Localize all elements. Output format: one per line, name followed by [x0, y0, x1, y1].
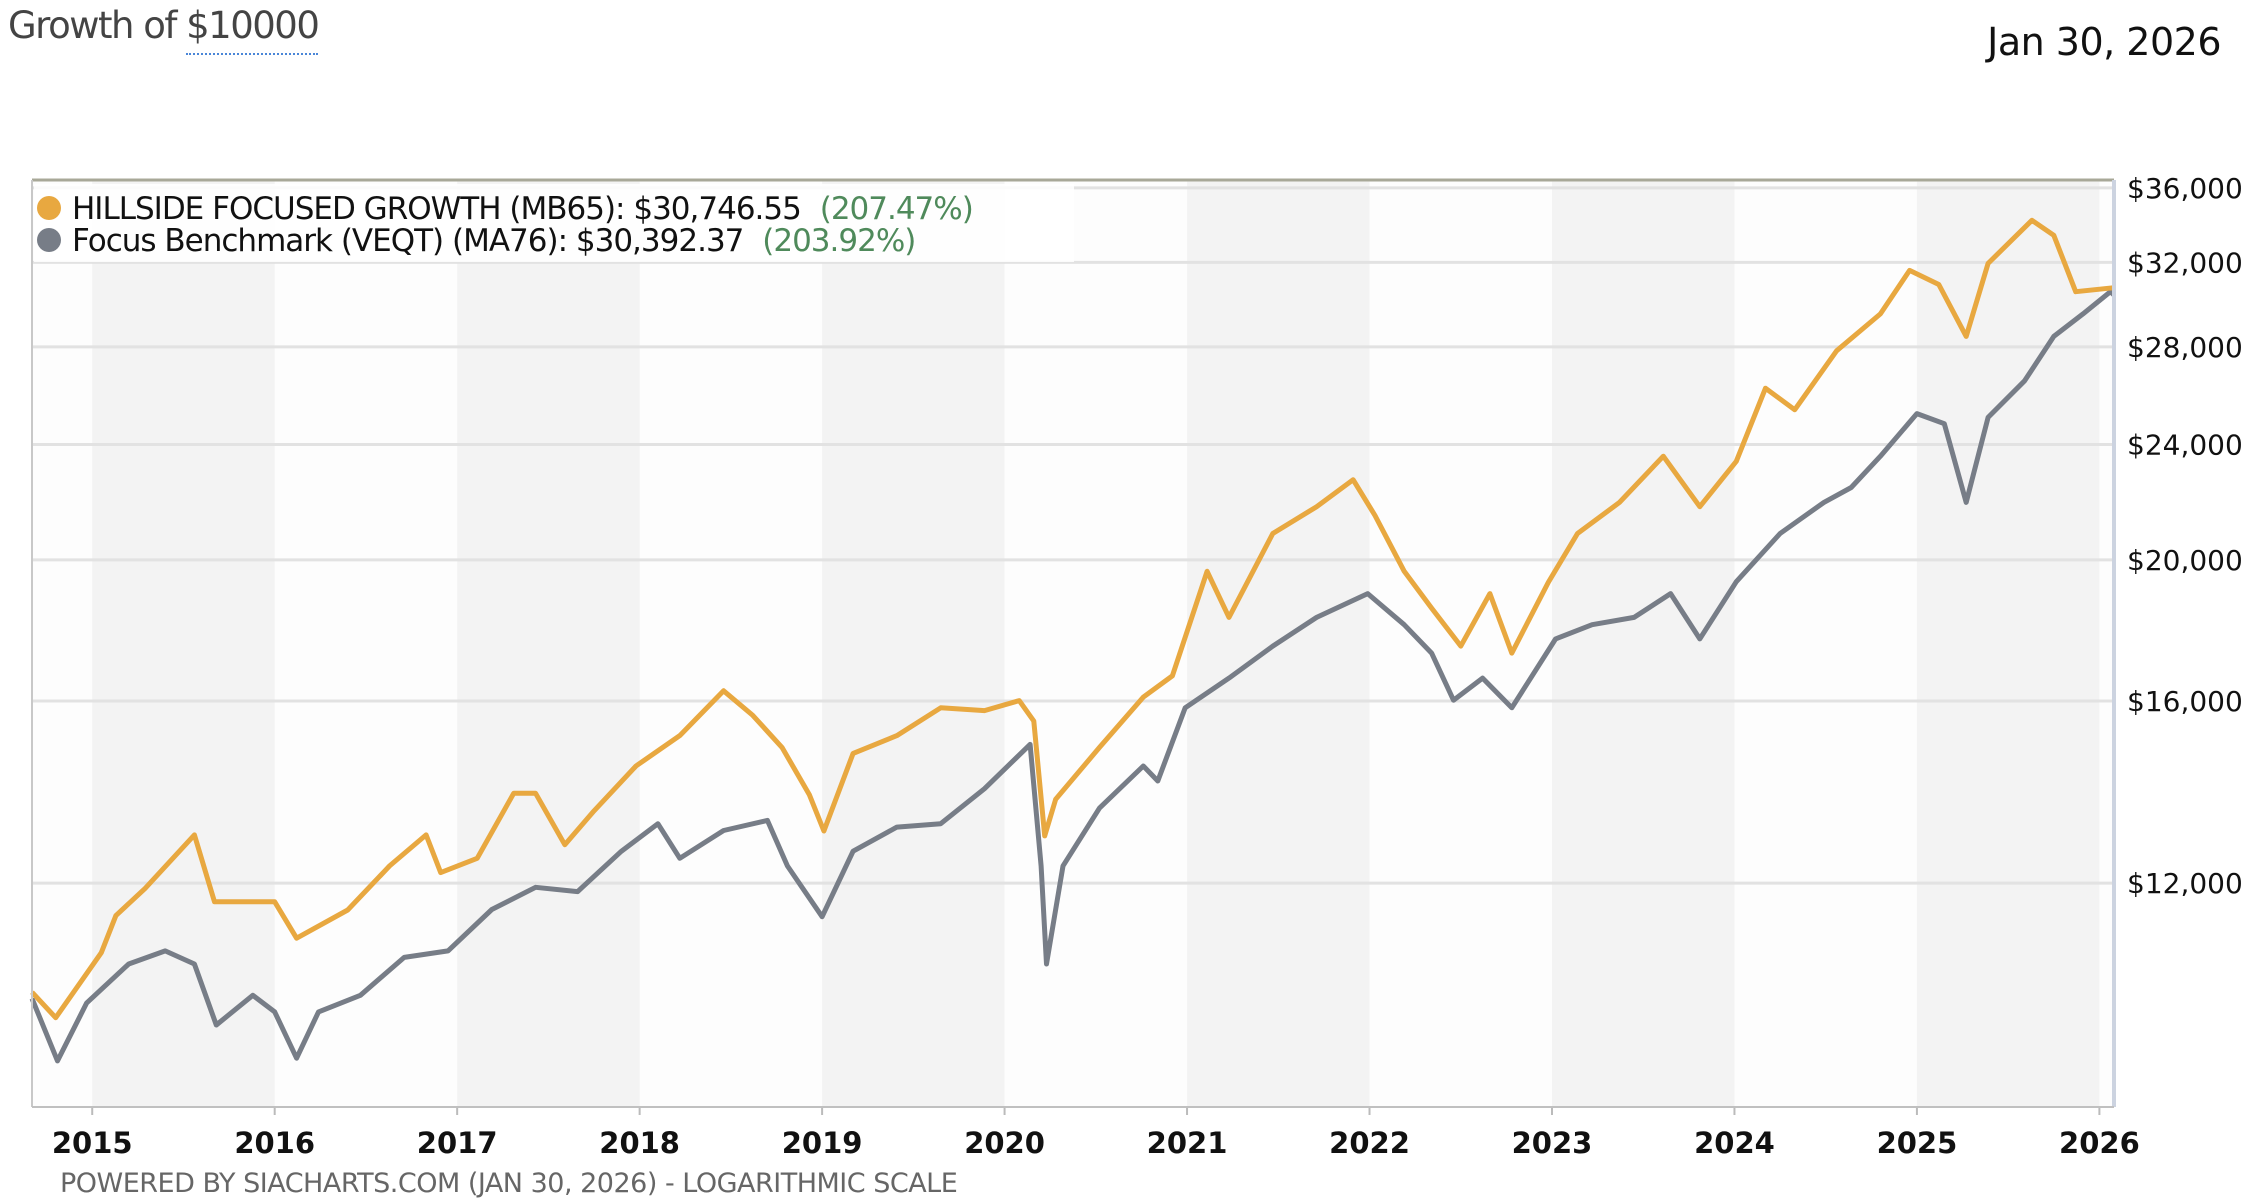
axes: $12,000 $16,000 $20,000 $24,000 $28,000 $32,0…: [31, 172, 2243, 1160]
chart-date: Jan 30, 2026: [1987, 20, 2221, 64]
legend-value: $30,746.55: [633, 191, 809, 227]
legend-entry: Focus Benchmark (VEQT) (MA76): $30,392.3…: [72, 223, 915, 259]
y-tick-label: $28,000: [2127, 331, 2243, 364]
legend: HILLSIDE FOCUSED GROWTH (MB65): $30,746.…: [34, 184, 1074, 262]
x-tick-label: 2025: [1877, 1126, 1958, 1160]
y-tick-label: $36,000: [2127, 172, 2243, 205]
legend-percent: (207.47%): [820, 191, 973, 227]
year-band-shaded: [1916, 180, 2100, 1107]
x-tick-label: 2019: [782, 1126, 863, 1160]
series-line-benchmark: [29, 289, 2116, 1064]
x-tick-label: 2021: [1147, 1126, 1228, 1160]
footer-credit: POWERED BY SIACHARTS.COM (JAN 30, 2026) …: [60, 1168, 958, 1199]
x-tick-label: 2026: [2059, 1126, 2140, 1160]
legend-series-name: HILLSIDE FOCUSED GROWTH (MB65): [72, 191, 615, 227]
y-tick-label: $12,000: [2127, 867, 2243, 900]
chart-title: Growth of $10000: [8, 4, 320, 55]
legend-background: [34, 184, 1074, 262]
plot-background: [32, 180, 2114, 1107]
legend-marker: [37, 228, 61, 252]
x-tick-label: 2018: [599, 1126, 680, 1160]
legend-entry: HILLSIDE FOCUSED GROWTH (MB65): $30,746.…: [72, 191, 973, 227]
legend-percent: (203.92%): [762, 223, 915, 259]
legend-separator: :: [615, 191, 633, 227]
year-band-shaded: [92, 180, 275, 1107]
initial-amount-link[interactable]: $10000: [186, 4, 320, 55]
y-tick-label: $24,000: [2127, 428, 2243, 461]
y-tick-label: $20,000: [2127, 544, 2243, 577]
x-tick-label: 2016: [234, 1126, 315, 1160]
year-band-shaded: [1551, 180, 1735, 1107]
legend-marker: [37, 196, 61, 220]
x-tick-label: 2022: [1329, 1126, 1410, 1160]
x-tick-label: 2023: [1512, 1126, 1593, 1160]
x-tick-label: 2024: [1694, 1126, 1775, 1160]
y-tick-label: $16,000: [2127, 685, 2243, 718]
x-tick-label: 2020: [964, 1126, 1045, 1160]
legend-separator: :: [558, 223, 576, 259]
series-lines: [29, 217, 2116, 1064]
year-band-shaded: [822, 180, 1005, 1107]
x-tick-label: 2015: [52, 1126, 133, 1160]
year-bands: [32, 180, 2114, 1107]
legend-value: $30,392.37: [576, 223, 752, 259]
x-tick-label: 2017: [417, 1126, 498, 1160]
year-band-shaded: [457, 180, 640, 1107]
series-line-hillside: [30, 217, 2115, 1021]
title-prefix: Growth of: [8, 4, 187, 47]
legend-series-name: Focus Benchmark (VEQT) (MA76): [72, 223, 558, 259]
y-tick-label: $32,000: [2127, 246, 2243, 279]
